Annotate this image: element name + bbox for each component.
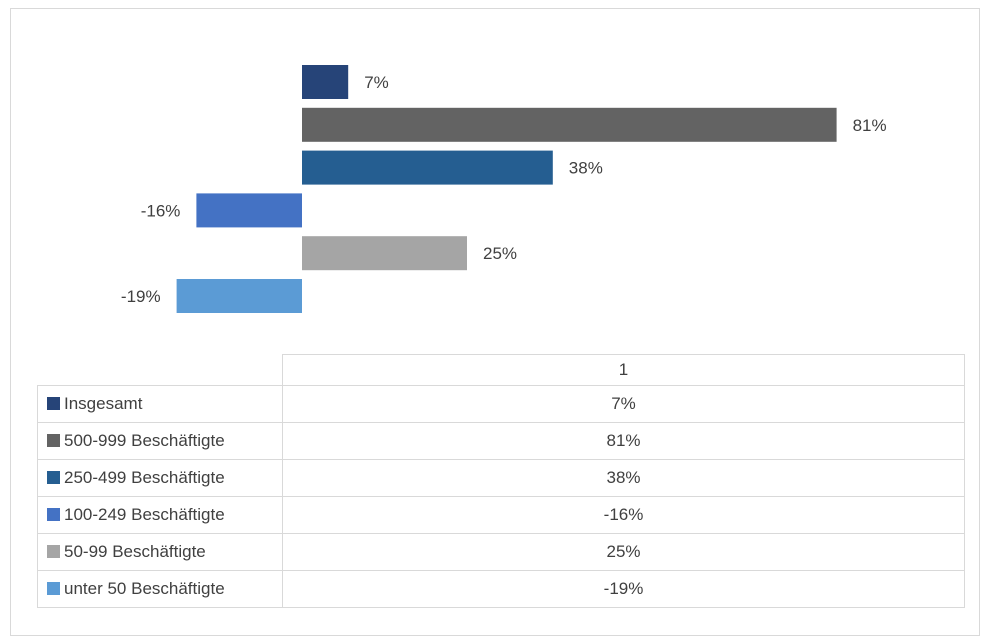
bar-100-249-besch-ftigte [196,193,302,228]
bars-group [176,65,837,313]
series-name: Insgesamt [64,394,143,413]
series-name: 500-999 Beschäftigte [64,431,225,450]
table-value-cell: -16% [282,496,965,534]
data-label: 25% [483,244,517,263]
table-row: unter 50 Beschäftigte -19% [37,570,965,608]
table-series-cell: 250-499 Beschäftigte [37,459,283,497]
table-value-cell: -19% [282,570,965,608]
table-series-cell: unter 50 Beschäftigte [37,570,283,608]
legend-swatch-icon [47,582,60,595]
chart-plot-area: 7% 81% 38% -16% 25% -19% [121,65,887,313]
data-label: -16% [141,201,181,220]
data-label: 7% [364,73,389,92]
table-series-cell: 50-99 Beschäftigte [37,533,283,571]
series-name: unter 50 Beschäftigte [64,579,225,598]
series-name: 100-249 Beschäftigte [64,505,225,524]
table-value-cell: 38% [282,459,965,497]
table-row: 250-499 Beschäftigte 38% [37,459,965,497]
table-category-header: 1 [282,354,965,386]
data-table: 1 Insgesamt 7% 500-999 Beschäftigte 81% 250-… [37,354,965,608]
table-corner-cell [37,354,283,386]
table-row: 50-99 Beschäftigte 25% [37,533,965,571]
data-label: 81% [853,116,887,135]
legend-swatch-icon [47,471,60,484]
table-series-cell: 100-249 Beschäftigte [37,496,283,534]
data-label: -19% [121,287,161,306]
chart-frame [10,8,980,636]
legend-swatch-icon [47,434,60,447]
data-label: 38% [569,159,603,178]
table-value-cell: 25% [282,533,965,571]
series-name: 50-99 Beschäftigte [64,542,206,561]
bar-insgesamt [302,65,349,99]
table-value-cell: 7% [282,385,965,423]
bar-unter-50-besch-ftigte [176,279,302,313]
data-labels-group: 7% 81% 38% -16% 25% -19% [121,73,887,306]
bar-500-999-besch-ftigte [302,107,837,142]
series-name: 250-499 Beschäftigte [64,468,225,487]
table-series-cell: Insgesamt [37,385,283,423]
legend-swatch-icon [47,545,60,558]
table-row: Insgesamt 7% [37,385,965,423]
table-row: 500-999 Beschäftigte 81% [37,422,965,460]
table-value-cell: 81% [282,422,965,460]
table-row: 100-249 Beschäftigte -16% [37,496,965,534]
table-header-row: 1 [37,354,965,386]
legend-swatch-icon [47,397,60,410]
table-series-cell: 500-999 Beschäftigte [37,422,283,460]
bar-50-99-besch-ftigte [302,236,467,271]
legend-swatch-icon [47,508,60,521]
bar-250-499-besch-ftigte [302,150,553,185]
